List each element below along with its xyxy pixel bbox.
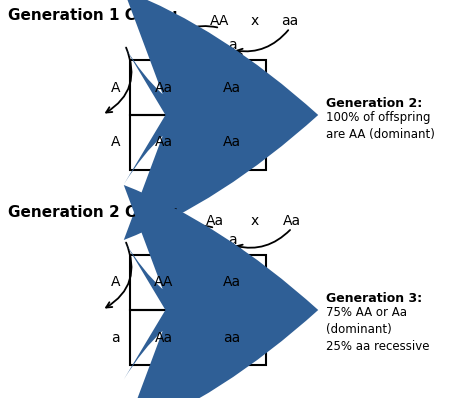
Bar [130, 60, 198, 115]
Text: Aa: Aa [283, 214, 301, 228]
Text: Generation 3:: Generation 3: [326, 292, 422, 305]
Text: aa: aa [282, 14, 299, 28]
Text: Aa: Aa [223, 135, 241, 150]
Bar [198, 310, 266, 365]
Text: a: a [228, 233, 237, 247]
Text: aa: aa [223, 330, 241, 345]
Text: A: A [110, 135, 120, 150]
Text: x: x [251, 14, 259, 28]
Bar [198, 60, 266, 115]
Text: A: A [159, 233, 169, 247]
Text: AA: AA [155, 275, 173, 289]
Bar [130, 115, 198, 170]
Text: Aa: Aa [223, 80, 241, 94]
Text: 75% AA or Aa
(dominant)
25% aa recessive: 75% AA or Aa (dominant) 25% aa recessive [326, 306, 429, 353]
Text: AA: AA [210, 14, 230, 28]
Bar [130, 310, 198, 365]
Text: Aa: Aa [223, 275, 241, 289]
Text: Aa: Aa [155, 80, 173, 94]
Text: Generation 2 Cross:: Generation 2 Cross: [8, 205, 178, 220]
Text: A: A [110, 80, 120, 94]
Text: 100% of offspring
are AA (dominant): 100% of offspring are AA (dominant) [326, 111, 435, 141]
Text: x: x [251, 214, 259, 228]
Text: Generation 2:: Generation 2: [326, 97, 422, 110]
Text: Aa: Aa [155, 135, 173, 150]
Text: a: a [228, 38, 237, 52]
Bar [198, 255, 266, 310]
Text: a: a [160, 38, 168, 52]
Text: A: A [110, 275, 120, 289]
Text: Aa: Aa [206, 214, 224, 228]
Bar [130, 255, 198, 310]
Text: a: a [111, 330, 120, 345]
Text: Generation 1 Cross:: Generation 1 Cross: [8, 8, 178, 23]
Bar [198, 115, 266, 170]
Text: Aa: Aa [155, 330, 173, 345]
